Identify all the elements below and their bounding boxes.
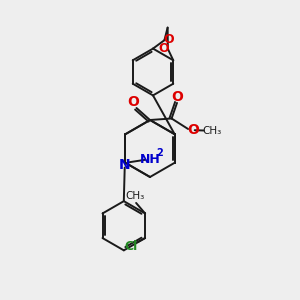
Text: Cl: Cl xyxy=(124,240,138,253)
Text: CH₃: CH₃ xyxy=(202,125,222,136)
Text: 2: 2 xyxy=(156,148,163,158)
Text: N: N xyxy=(119,158,130,172)
Text: O: O xyxy=(127,95,139,109)
Text: O: O xyxy=(163,33,174,46)
Text: NH: NH xyxy=(140,153,161,166)
Text: CH₃: CH₃ xyxy=(125,191,144,201)
Text: O: O xyxy=(187,124,199,137)
Text: O: O xyxy=(158,41,169,55)
Text: O: O xyxy=(172,90,184,104)
